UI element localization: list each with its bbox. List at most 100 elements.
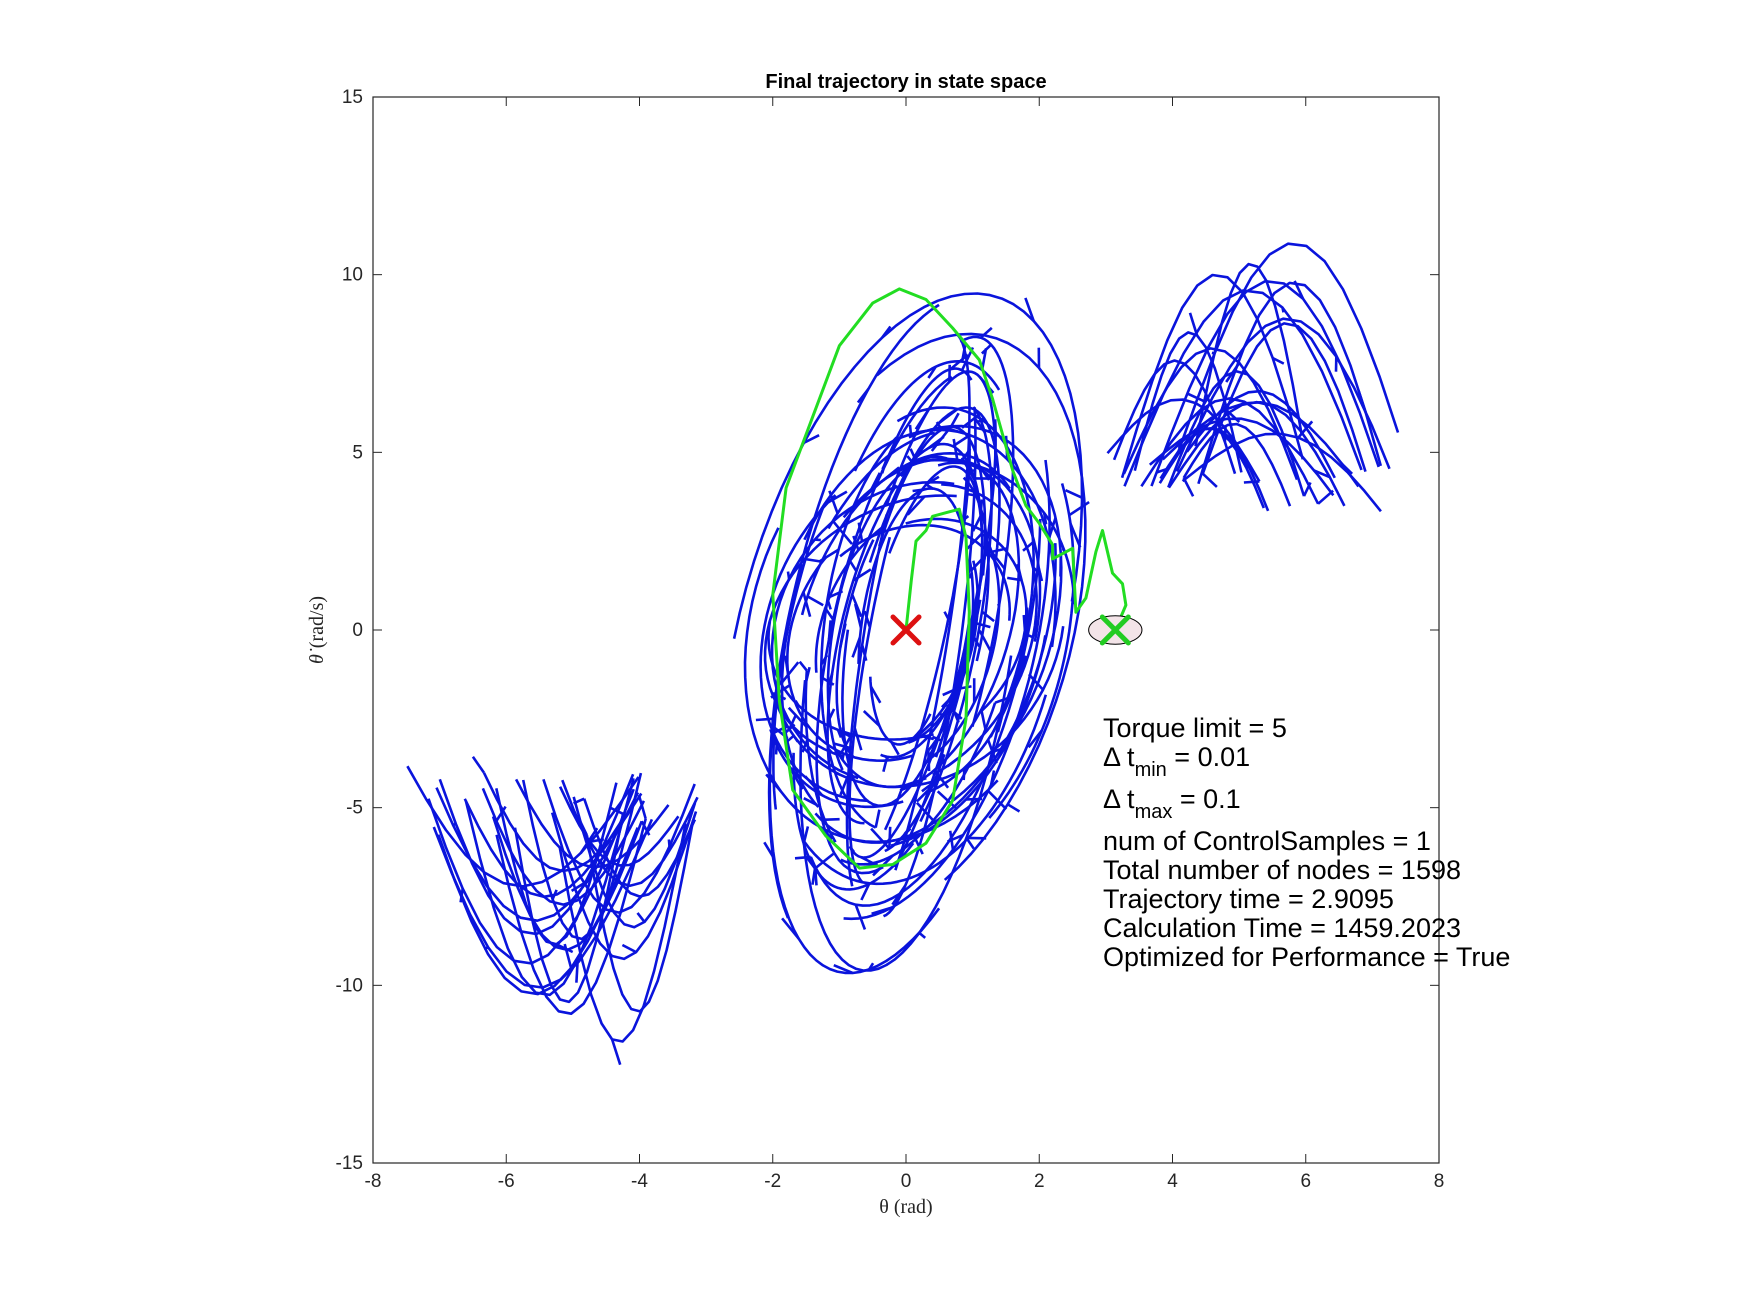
tree-branch — [1027, 729, 1043, 749]
tree-branch — [1027, 673, 1044, 691]
exploration-tree — [406, 242, 1400, 1066]
anno-dtmin-sub: min — [1135, 759, 1167, 781]
tree-branch — [878, 425, 987, 576]
tree-branch — [792, 752, 915, 891]
tree-branch — [637, 794, 647, 820]
tree-branch — [868, 962, 875, 971]
tree-branch — [915, 801, 938, 826]
tree-branch — [994, 697, 1008, 704]
tree-branch — [870, 827, 891, 850]
tree-branch — [921, 783, 932, 793]
tree-branch — [1178, 440, 1182, 449]
tree-branch — [909, 442, 984, 685]
anno-torque: Torque limit = 5 — [1103, 713, 1287, 743]
tree-branch — [1182, 477, 1195, 497]
x-tick-label: 8 — [1434, 1171, 1445, 1192]
y-tick-label: -10 — [336, 975, 363, 996]
tree-branch — [854, 904, 867, 930]
tree-branch — [1293, 280, 1305, 300]
tree-branch — [732, 292, 1084, 639]
tree-branch — [406, 765, 640, 888]
tree-branch — [1106, 398, 1261, 483]
tree-branch — [888, 465, 984, 554]
tree-branch — [952, 438, 959, 462]
anno-calc-time: Calculation Time = 1459.2023 — [1103, 913, 1461, 943]
tree-branch — [794, 700, 800, 706]
tree-branch — [973, 636, 981, 648]
tree-branch — [819, 436, 898, 829]
tree-branch — [786, 556, 913, 762]
tree-branch — [802, 826, 810, 842]
tree-branch — [1182, 422, 1292, 507]
tree-branch — [561, 779, 699, 888]
svg-text:θ̇(rad/s): θ̇(rad/s) — [306, 596, 328, 664]
tree-branch — [888, 826, 892, 849]
tree-branch — [908, 424, 913, 435]
x-tick-label: 4 — [1167, 1171, 1178, 1192]
tree-branch — [763, 494, 957, 758]
tree-branch — [803, 434, 820, 445]
tree-branch — [828, 708, 836, 720]
tree-branch — [852, 535, 860, 551]
tree-branch — [827, 431, 936, 530]
tree-branch — [962, 767, 966, 781]
tree-branch — [956, 685, 972, 691]
anno-optimized: Optimized for Performance = True — [1103, 942, 1510, 972]
tree-branch — [551, 889, 558, 900]
anno-dtmin: Δ tmin = 0.01 — [1103, 742, 1250, 781]
tree-branch — [1122, 347, 1299, 481]
tree-branch — [798, 660, 808, 672]
tree-branch — [927, 365, 937, 379]
tree-branch — [853, 727, 863, 751]
tree-branch — [640, 820, 651, 836]
y-tick-label: -15 — [336, 1153, 363, 1174]
tree-branch — [802, 591, 812, 618]
tree-branch — [1225, 362, 1241, 383]
tree-branch — [811, 868, 817, 885]
tree-branch — [793, 736, 799, 743]
tree-branch — [1042, 512, 1048, 525]
x-tick-label: -6 — [498, 1171, 515, 1192]
tree-branch — [845, 514, 889, 887]
tree-branch — [823, 606, 835, 621]
anno-dtmax-prefix: Δ t — [1103, 784, 1135, 814]
tree-branch — [826, 600, 832, 610]
tree-branch — [869, 685, 882, 704]
tree-branch — [863, 610, 872, 628]
tree-branch — [946, 757, 959, 768]
tree-branch — [880, 367, 973, 473]
axis-ticks: -8 -6 -4 -2 0 2 4 6 8 -15 -10 -5 0 5 10 15 — [336, 87, 1445, 1192]
tree-branch — [996, 715, 1004, 733]
tree-branch — [1201, 472, 1218, 488]
tree-branch — [575, 959, 579, 983]
tree-branch — [891, 884, 907, 906]
tree-branch — [803, 694, 1048, 886]
annotation-block: Torque limit = 5 Δ tmin = 0.01 Δ tmax = … — [1103, 713, 1510, 972]
tree-branch — [1341, 463, 1354, 475]
tree-branch — [1022, 614, 1027, 631]
tree-branch — [996, 603, 1000, 607]
tree-branch — [1272, 356, 1285, 365]
tree-branch — [848, 560, 858, 572]
tree-branch — [806, 595, 824, 607]
tree-branch — [1159, 427, 1266, 509]
tree-branch — [521, 772, 643, 941]
tree-branch — [981, 610, 995, 623]
tree-branch — [831, 520, 854, 545]
tree-branch — [988, 483, 1075, 819]
tree-branch — [883, 434, 971, 831]
tree-branch — [968, 468, 977, 473]
tree-branch — [464, 777, 635, 997]
tree-branch — [1302, 481, 1312, 497]
tree-branch — [814, 538, 821, 542]
tree-branch — [871, 906, 892, 916]
y-axis-label: θ̇(rad/s) — [306, 596, 328, 664]
tree-branch — [860, 882, 871, 901]
x-tick-label: 0 — [901, 1171, 912, 1192]
tree-branch — [935, 421, 943, 431]
tree-branch — [978, 629, 992, 652]
tree-branch — [787, 706, 808, 728]
tree-branch — [806, 857, 822, 877]
anno-dtmin-prefix: Δ t — [1103, 742, 1135, 772]
tree-branch — [879, 466, 900, 484]
